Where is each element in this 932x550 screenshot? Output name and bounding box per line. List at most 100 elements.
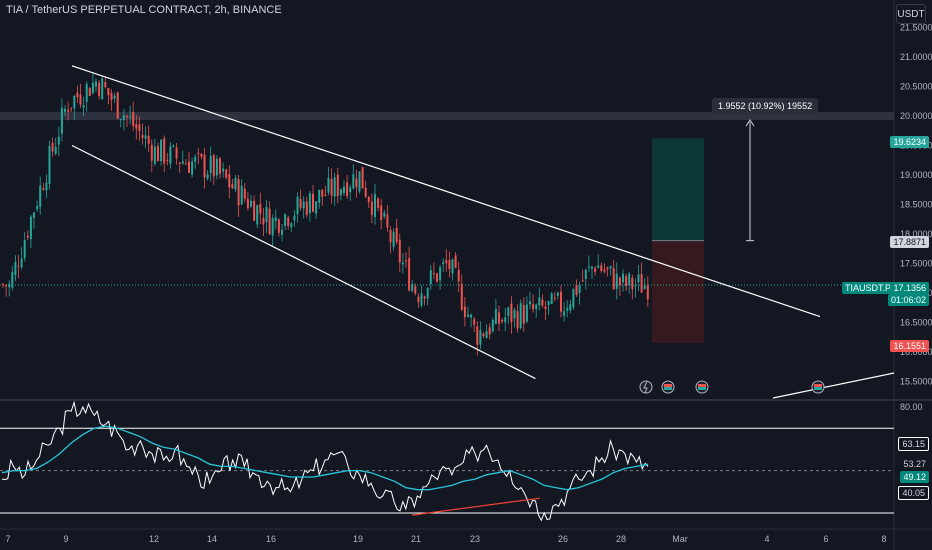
candle-body bbox=[367, 196, 370, 203]
candle-body bbox=[631, 277, 634, 290]
candle-body bbox=[501, 319, 504, 322]
x-tick-label: Mar bbox=[672, 534, 688, 544]
candle-body bbox=[91, 82, 94, 94]
candle-body bbox=[178, 162, 181, 164]
candle-body bbox=[485, 331, 488, 339]
candle-body bbox=[556, 292, 559, 296]
candle-body bbox=[547, 301, 550, 306]
candle-body bbox=[60, 107, 63, 134]
candle-body bbox=[212, 155, 215, 177]
chart-title: TIA / TetherUS PERPETUAL CONTRACT, 2h, B… bbox=[6, 4, 282, 16]
candle-body bbox=[82, 105, 85, 108]
currency-button[interactable]: USDT bbox=[896, 4, 926, 24]
candle-body bbox=[625, 276, 628, 286]
candle-body bbox=[122, 115, 125, 121]
candle-body bbox=[330, 178, 333, 196]
candle-body bbox=[439, 267, 442, 281]
candle-body bbox=[333, 177, 336, 197]
candle-body bbox=[110, 93, 113, 100]
measure-label: 1.9552 (10.92%) 19552 bbox=[712, 98, 819, 114]
candle-body bbox=[88, 88, 91, 96]
candle-body bbox=[581, 280, 584, 282]
candle-body bbox=[470, 314, 473, 318]
candle-body bbox=[215, 158, 218, 176]
candle-body bbox=[141, 134, 144, 138]
candle-body bbox=[628, 273, 631, 285]
candle-body bbox=[188, 161, 190, 173]
lightning-glyph bbox=[643, 380, 648, 394]
candle-body bbox=[572, 288, 575, 308]
candle-body bbox=[79, 94, 82, 105]
candle-body bbox=[14, 261, 17, 276]
candle-body bbox=[389, 229, 392, 243]
candle-body bbox=[126, 115, 128, 117]
candle-body bbox=[175, 147, 178, 159]
candle-body bbox=[287, 217, 290, 226]
candle-body bbox=[482, 333, 485, 337]
candle-body bbox=[522, 304, 525, 324]
candle-body bbox=[209, 156, 212, 174]
candle-body bbox=[454, 255, 457, 268]
highlight-band bbox=[0, 112, 894, 120]
candle-body bbox=[467, 314, 469, 317]
candle-body bbox=[460, 283, 463, 310]
candle-body bbox=[135, 124, 138, 129]
candle-body bbox=[243, 188, 246, 199]
candle-body bbox=[305, 201, 308, 215]
candle-body bbox=[147, 135, 150, 144]
candle-body bbox=[339, 189, 342, 196]
x-tick-label: 4 bbox=[764, 534, 769, 544]
candle-body bbox=[445, 259, 448, 264]
candle-body bbox=[64, 108, 66, 112]
candle-body bbox=[538, 297, 541, 306]
candle-body bbox=[634, 285, 637, 287]
candle-body bbox=[618, 277, 621, 286]
flag-stripe-green bbox=[698, 387, 706, 390]
candle-body bbox=[569, 304, 572, 311]
candle-body bbox=[237, 179, 240, 206]
candle-body bbox=[262, 218, 265, 225]
candle-body bbox=[591, 266, 593, 269]
flag-stripe-red bbox=[698, 384, 706, 387]
candle-body bbox=[271, 217, 274, 236]
candle-body bbox=[67, 109, 70, 112]
candle-body bbox=[200, 153, 203, 157]
measure-arrow-head bbox=[745, 119, 755, 127]
x-tick-label: 7 bbox=[5, 534, 10, 544]
candle-body bbox=[225, 169, 228, 178]
candle-body bbox=[646, 285, 649, 300]
candle-body bbox=[98, 82, 101, 97]
candle-body bbox=[643, 285, 646, 289]
flag-stripe-green bbox=[814, 387, 822, 390]
x-tick-label: 28 bbox=[616, 534, 626, 544]
candle-body bbox=[603, 269, 606, 272]
candle-body bbox=[377, 198, 380, 208]
candle-body bbox=[355, 178, 358, 188]
candles bbox=[2, 72, 649, 356]
candle-body bbox=[8, 283, 11, 288]
x-tick-label: 12 bbox=[149, 534, 159, 544]
candle-body bbox=[426, 288, 429, 299]
stop-price-label: 16.1551 bbox=[890, 340, 929, 352]
candle-body bbox=[101, 78, 104, 100]
candle-body bbox=[479, 330, 482, 345]
candle-body bbox=[349, 187, 352, 193]
candle-body bbox=[578, 284, 581, 293]
candle-body bbox=[600, 265, 603, 271]
candle-body bbox=[507, 307, 510, 316]
candle-body bbox=[594, 268, 597, 272]
candle-body bbox=[529, 301, 531, 305]
countdown-label: 01:06:02 bbox=[887, 294, 929, 306]
candle-body bbox=[197, 152, 200, 154]
candle-body bbox=[386, 214, 389, 228]
candle-body bbox=[20, 258, 23, 268]
candle-body bbox=[535, 304, 538, 309]
y-tick-label: 16.5000 bbox=[900, 318, 932, 328]
rsi-y-tick: 80.00 bbox=[900, 402, 923, 412]
candle-body bbox=[401, 262, 404, 265]
candle-body bbox=[57, 136, 60, 145]
x-tick-label: 6 bbox=[823, 534, 828, 544]
candle-body bbox=[11, 272, 14, 288]
